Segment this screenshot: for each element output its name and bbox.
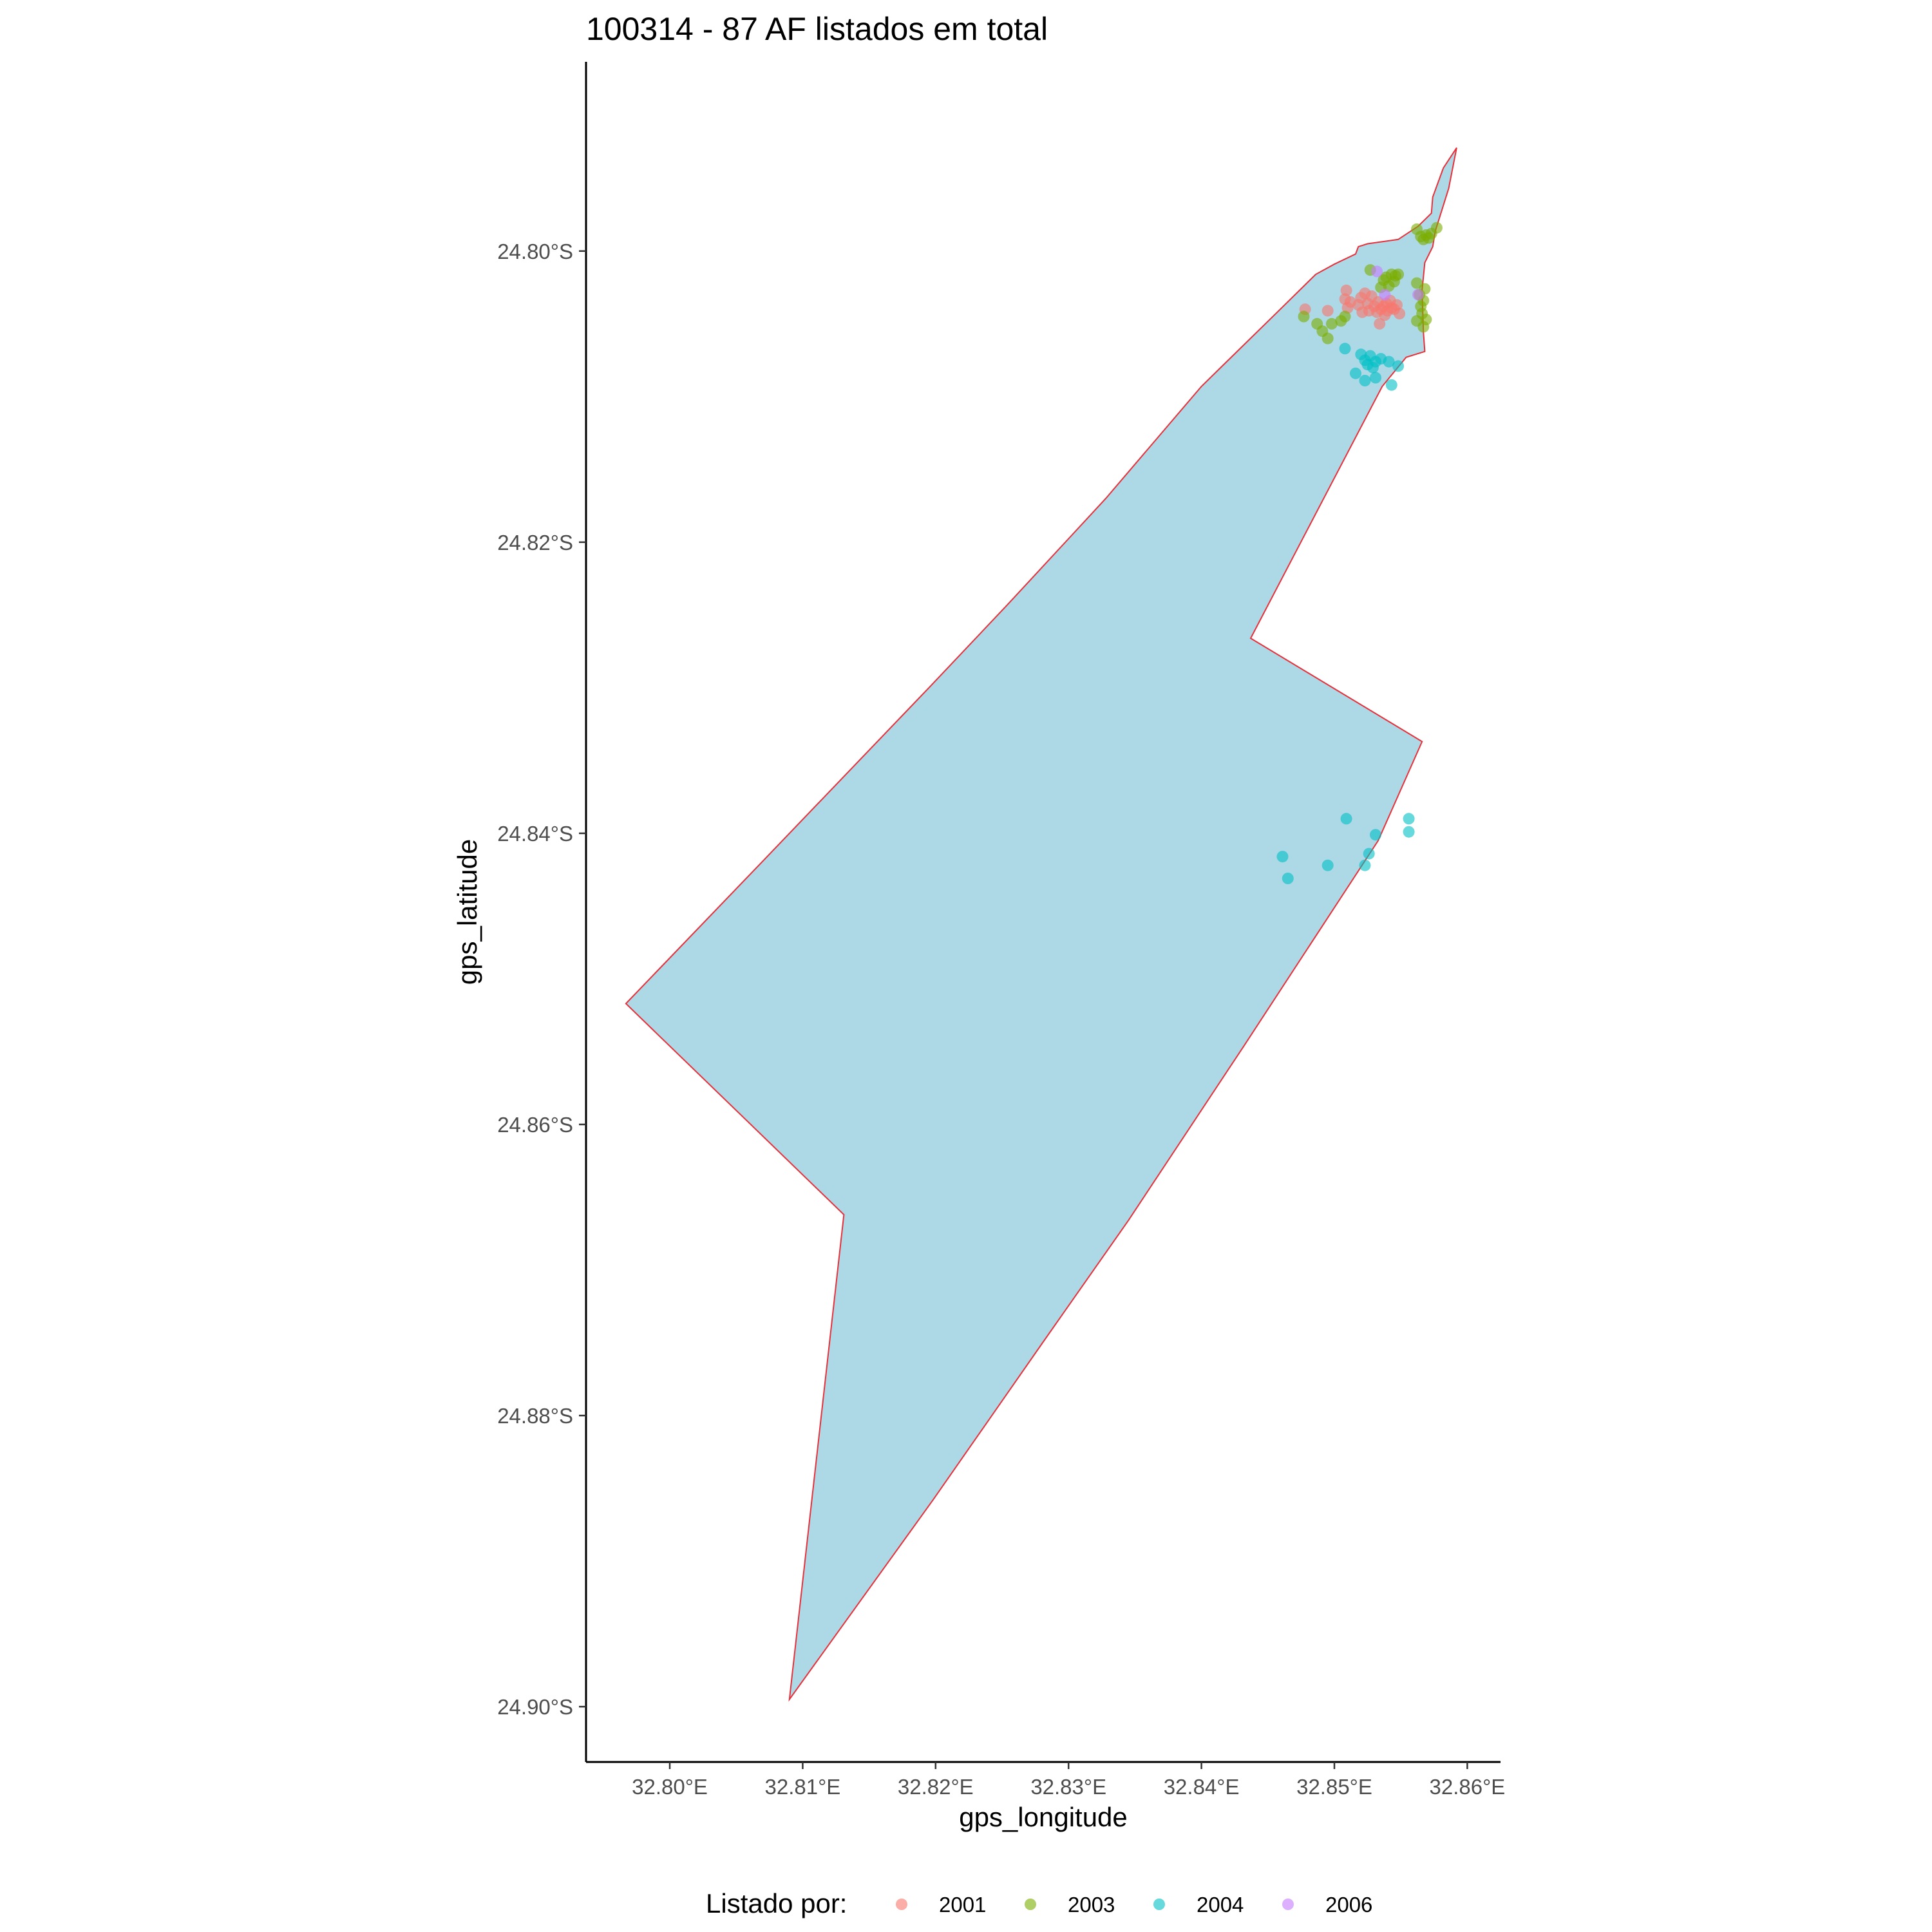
legend-key-2006: [1282, 1899, 1294, 1910]
y-tick-label: 24.82°S: [497, 531, 573, 554]
x-tick-label: 32.80°E: [632, 1775, 708, 1799]
y-axis-ticks: 24.80°S 24.82°S 24.84°S 24.86°S 24.88°S 24.90…: [497, 240, 586, 1719]
x-axis-ticks: 32.80°E 32.81°E 32.82°E 32.83°E 32.84°E 32.85…: [632, 1762, 1505, 1799]
point-2003: [1430, 222, 1443, 234]
point-2004: [1370, 829, 1381, 841]
point-2003: [1392, 269, 1405, 280]
x-tick-label: 32.86°E: [1430, 1775, 1506, 1799]
point-2004: [1350, 367, 1361, 379]
point-2001: [1394, 308, 1406, 319]
plot-panel: [625, 147, 1457, 1702]
point-2003: [1298, 310, 1310, 323]
point-2003: [1411, 277, 1423, 289]
x-tick-label: 32.83°E: [1030, 1775, 1106, 1799]
point-2004: [1392, 360, 1405, 372]
y-tick-label: 24.84°S: [497, 822, 573, 846]
x-tick-label: 32.84°E: [1164, 1775, 1240, 1799]
point-2001: [1340, 284, 1352, 296]
x-tick-label: 32.81°E: [765, 1775, 841, 1799]
point-2004: [1385, 379, 1397, 391]
chart-title: 100314 - 87 AF listados em total: [586, 11, 1048, 47]
legend: Listado por: 2001 2003 2004 2006: [706, 1888, 1372, 1918]
legend-label-2006: 2006: [1325, 1893, 1372, 1917]
region-polygon: [625, 147, 1457, 1702]
x-tick-label: 32.85°E: [1296, 1775, 1372, 1799]
point-2001: [1321, 305, 1334, 317]
legend-label-2004: 2004: [1197, 1893, 1244, 1917]
point-2004: [1339, 343, 1351, 355]
legend-key-2001: [896, 1899, 907, 1910]
point-2004: [1321, 859, 1334, 871]
y-tick-label: 24.90°S: [497, 1695, 573, 1719]
point-2004: [1359, 375, 1371, 386]
point-2001: [1391, 299, 1403, 311]
point-2003: [1339, 310, 1351, 323]
point-2004: [1282, 873, 1294, 884]
legend-label-2001: 2001: [939, 1893, 986, 1917]
x-tick-label: 32.82°E: [898, 1775, 974, 1799]
y-axis-title: gps_latitude: [452, 839, 482, 985]
point-2001: [1374, 317, 1386, 330]
point-2004: [1363, 848, 1375, 860]
point-2004: [1276, 851, 1289, 863]
point-2003: [1325, 317, 1338, 330]
point-2004: [1359, 859, 1371, 871]
y-tick-label: 24.80°S: [497, 240, 573, 263]
point-2006: [1371, 265, 1383, 278]
y-tick-label: 24.86°S: [497, 1113, 573, 1137]
legend-key-2004: [1153, 1899, 1165, 1910]
point-2004: [1340, 813, 1352, 825]
y-tick-label: 24.88°S: [497, 1404, 573, 1428]
legend-key-2003: [1025, 1899, 1036, 1910]
point-2004: [1403, 826, 1415, 838]
point-2004: [1370, 372, 1381, 384]
legend-label-2003: 2003: [1068, 1893, 1115, 1917]
point-2006: [1412, 289, 1424, 301]
x-axis-title: gps_longitude: [959, 1802, 1128, 1832]
point-2004: [1403, 813, 1415, 825]
point-2003: [1420, 314, 1432, 326]
points-layer: [1276, 222, 1443, 884]
point-2004: [1383, 355, 1395, 368]
legend-title: Listado por:: [706, 1888, 847, 1918]
point-2006: [1379, 289, 1391, 301]
point-2003: [1321, 332, 1334, 345]
